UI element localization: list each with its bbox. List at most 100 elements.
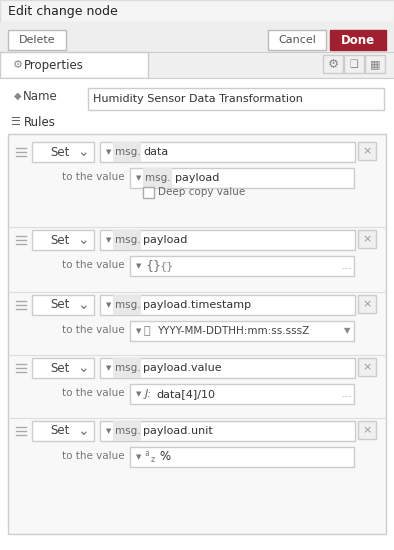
- Bar: [113, 142, 141, 162]
- Bar: [143, 187, 154, 198]
- Text: msg.: msg.: [115, 147, 141, 157]
- Bar: [330, 30, 386, 50]
- Text: to the value: to the value: [62, 451, 125, 461]
- Text: ❑: ❑: [349, 59, 359, 69]
- Bar: [143, 168, 172, 188]
- Text: {}: {}: [145, 260, 161, 272]
- Text: ⌄: ⌄: [77, 145, 89, 159]
- Text: Edit change node: Edit change node: [8, 4, 118, 18]
- Text: Delete: Delete: [19, 35, 55, 45]
- Bar: [8, 134, 386, 534]
- Bar: [113, 358, 141, 378]
- Text: data: data: [143, 147, 168, 157]
- Text: {}: {}: [160, 261, 174, 271]
- Text: data[4]/10: data[4]/10: [156, 389, 215, 399]
- Text: to the value: to the value: [62, 388, 125, 398]
- Text: ▼: ▼: [106, 365, 112, 371]
- Bar: [32, 358, 94, 378]
- Text: ☰: ☰: [10, 117, 20, 127]
- Bar: [130, 384, 354, 404]
- Bar: [365, 55, 385, 73]
- Text: Humidity Sensor Data Transformation: Humidity Sensor Data Transformation: [93, 94, 303, 104]
- Text: to the value: to the value: [62, 260, 125, 270]
- Text: %: %: [159, 450, 170, 464]
- Text: ⏰: ⏰: [144, 326, 151, 336]
- Text: ▼: ▼: [106, 237, 112, 243]
- Text: Rules: Rules: [24, 116, 56, 129]
- Bar: [100, 295, 355, 315]
- Bar: [8, 30, 66, 50]
- Text: Deep copy value: Deep copy value: [158, 187, 245, 197]
- Text: Properties: Properties: [24, 58, 84, 72]
- Text: z: z: [151, 455, 155, 465]
- Text: ×: ×: [362, 234, 372, 244]
- Bar: [358, 421, 376, 439]
- Text: ⌄: ⌄: [77, 361, 89, 375]
- Text: to the value: to the value: [62, 172, 125, 182]
- Text: ▼: ▼: [106, 428, 112, 434]
- Text: ▼: ▼: [136, 454, 142, 460]
- Bar: [32, 421, 94, 441]
- Bar: [100, 230, 355, 250]
- Bar: [113, 230, 141, 250]
- Text: msg.: msg.: [115, 363, 141, 373]
- Bar: [130, 256, 354, 276]
- Bar: [323, 55, 343, 73]
- Text: ▼: ▼: [136, 391, 142, 397]
- Text: payload.value: payload.value: [143, 363, 221, 373]
- Text: Done: Done: [341, 34, 375, 47]
- Text: ▼: ▼: [344, 327, 350, 336]
- Text: msg.: msg.: [115, 300, 141, 310]
- Text: Set: Set: [50, 146, 69, 158]
- Text: ▼: ▼: [106, 149, 112, 155]
- Text: ⌄: ⌄: [77, 233, 89, 247]
- Bar: [358, 295, 376, 313]
- Bar: [358, 358, 376, 376]
- Text: Set: Set: [50, 234, 69, 246]
- Bar: [32, 230, 94, 250]
- Text: ...: ...: [342, 389, 353, 399]
- Bar: [0, 0, 394, 22]
- Text: payload.unit: payload.unit: [143, 426, 213, 436]
- Text: Set: Set: [50, 425, 69, 437]
- Bar: [0, 78, 394, 550]
- Text: Set: Set: [50, 361, 69, 375]
- Bar: [88, 88, 384, 110]
- Text: ×: ×: [362, 362, 372, 372]
- Text: ▼: ▼: [136, 175, 142, 181]
- Text: ▼: ▼: [106, 302, 112, 308]
- Bar: [344, 55, 364, 73]
- Bar: [100, 421, 355, 441]
- Bar: [130, 168, 354, 188]
- Bar: [100, 142, 355, 162]
- Text: to the value: to the value: [62, 325, 125, 335]
- Text: ▼: ▼: [136, 328, 142, 334]
- Text: payload: payload: [143, 235, 188, 245]
- Text: payload.timestamp: payload.timestamp: [143, 300, 251, 310]
- Bar: [0, 52, 148, 78]
- Text: msg.: msg.: [145, 173, 171, 183]
- Bar: [100, 358, 355, 378]
- Text: msg.: msg.: [115, 235, 141, 245]
- Text: ×: ×: [362, 146, 372, 156]
- Bar: [268, 30, 326, 50]
- Text: ×: ×: [362, 299, 372, 309]
- Bar: [32, 295, 94, 315]
- Text: payload: payload: [175, 173, 219, 183]
- Bar: [0, 22, 394, 52]
- Text: msg.: msg.: [115, 426, 141, 436]
- Text: Set: Set: [50, 299, 69, 311]
- Text: ⚙: ⚙: [13, 60, 23, 70]
- Bar: [358, 142, 376, 160]
- Text: ×: ×: [362, 425, 372, 435]
- Bar: [130, 321, 354, 341]
- Bar: [113, 295, 141, 315]
- Bar: [130, 447, 354, 467]
- Text: ...: ...: [342, 261, 353, 271]
- Text: ⌄: ⌄: [77, 298, 89, 312]
- Text: ⚙: ⚙: [327, 58, 338, 70]
- Text: ⌄: ⌄: [77, 424, 89, 438]
- Text: Name: Name: [23, 90, 58, 102]
- Bar: [0, 52, 394, 78]
- Text: YYYY-MM-DDTHH:mm:ss.sssZ: YYYY-MM-DDTHH:mm:ss.sssZ: [157, 326, 309, 336]
